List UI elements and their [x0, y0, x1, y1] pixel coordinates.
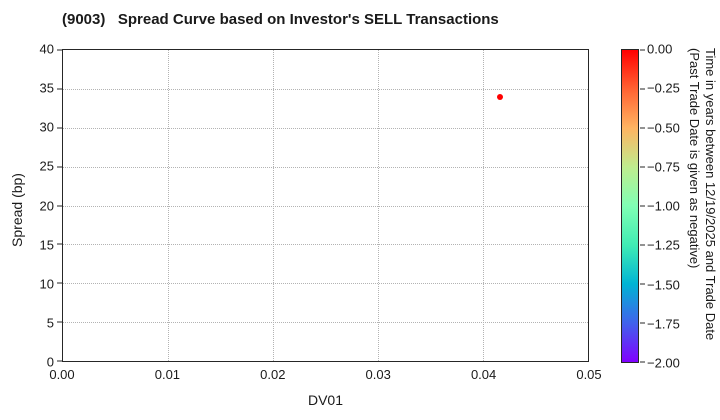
x-tick-label: 0.04 — [470, 367, 497, 382]
colorbar-tick-label: −0.75 — [647, 159, 680, 175]
y-gridline — [63, 127, 588, 129]
x-axis-label: DV01 — [307, 392, 344, 408]
y-gridline — [63, 244, 588, 246]
colorbar-tick-label: −0.50 — [647, 120, 680, 135]
colorbar-tick-mark — [640, 166, 645, 168]
y-tick-label: 20 — [39, 198, 54, 213]
y-tick-label: 35 — [39, 80, 54, 96]
x-tick-label: 0.03 — [365, 367, 391, 382]
colorbar-tick-mark — [640, 244, 645, 246]
colorbar-tick-mark — [640, 127, 645, 129]
y-gridline — [63, 166, 588, 168]
x-tick-label: 0.01 — [154, 367, 181, 382]
colorbar-tick-mark — [640, 49, 645, 51]
colorbar-tick-label: 0.00 — [647, 41, 673, 57]
y-tick-label: 30 — [39, 119, 54, 135]
colorbar-label-line1: Time in years between 12/19/2025 and Tra… — [703, 48, 718, 341]
colorbar-tick-mark — [640, 361, 645, 363]
y-gridline — [63, 205, 588, 207]
chart-title: (9003) Spread Curve based on Investor's … — [62, 11, 499, 28]
y-tick-mark — [57, 49, 62, 51]
y-tick-mark — [57, 88, 62, 90]
y-tick-label: 15 — [39, 237, 54, 253]
y-tick-label: 25 — [39, 158, 54, 174]
y-tick-mark — [57, 166, 62, 168]
x-tick-label: 0.05 — [576, 367, 602, 382]
y-gridline — [63, 88, 588, 90]
colorbar — [621, 49, 645, 363]
colorbar-tick-mark — [640, 205, 645, 207]
y-tick-mark — [57, 282, 62, 284]
colorbar-tick-mark — [640, 88, 645, 90]
plot-area — [57, 49, 589, 362]
data-point — [496, 93, 503, 100]
y-tick-label: 5 — [46, 315, 54, 331]
y-tick-labels: 0 5 10 15 20 25 30 35 40 — [16, 42, 54, 370]
y-tick-mark — [57, 205, 62, 206]
y-gridline — [63, 283, 588, 285]
y-tick-mark — [57, 243, 62, 245]
colorbar-tick-mark — [640, 283, 645, 285]
y-tick-label: 10 — [39, 276, 54, 292]
colorbar-tick-label: −1.50 — [647, 277, 680, 292]
colorbar-tick-label: −0.25 — [647, 80, 680, 96]
x-tick-label: 0.00 — [49, 367, 75, 382]
colorbar-label: Time in years between 12/19/2025 and Tra… — [686, 48, 718, 416]
colorbar-tick-labels: 0.00 −0.25 −0.50 −0.75 −1.00 −1.25 −1.50 −1.75 −… — [647, 42, 685, 371]
y-tick-mark — [57, 360, 62, 362]
y-tick-label: 40 — [39, 41, 54, 57]
x-tick-label: 0.02 — [260, 367, 286, 382]
colorbar-tick-label: −1.00 — [647, 198, 680, 214]
colorbar-tick-label: −1.75 — [647, 316, 680, 332]
colorbar-tick-label: −1.25 — [647, 237, 680, 253]
colorbar-tick-mark — [640, 322, 645, 324]
x-tick-labels: 0.00 0.01 0.02 0.03 0.04 0.05 — [49, 367, 601, 383]
y-tick-mark — [57, 127, 62, 129]
y-tick-label: 0 — [46, 354, 54, 370]
colorbar-tick-label: −2.00 — [647, 355, 680, 371]
y-gridline — [63, 322, 588, 324]
y-tick-mark — [57, 321, 62, 323]
colorbar-label-line2: (Past Trade Date is given as negative) — [687, 48, 702, 269]
